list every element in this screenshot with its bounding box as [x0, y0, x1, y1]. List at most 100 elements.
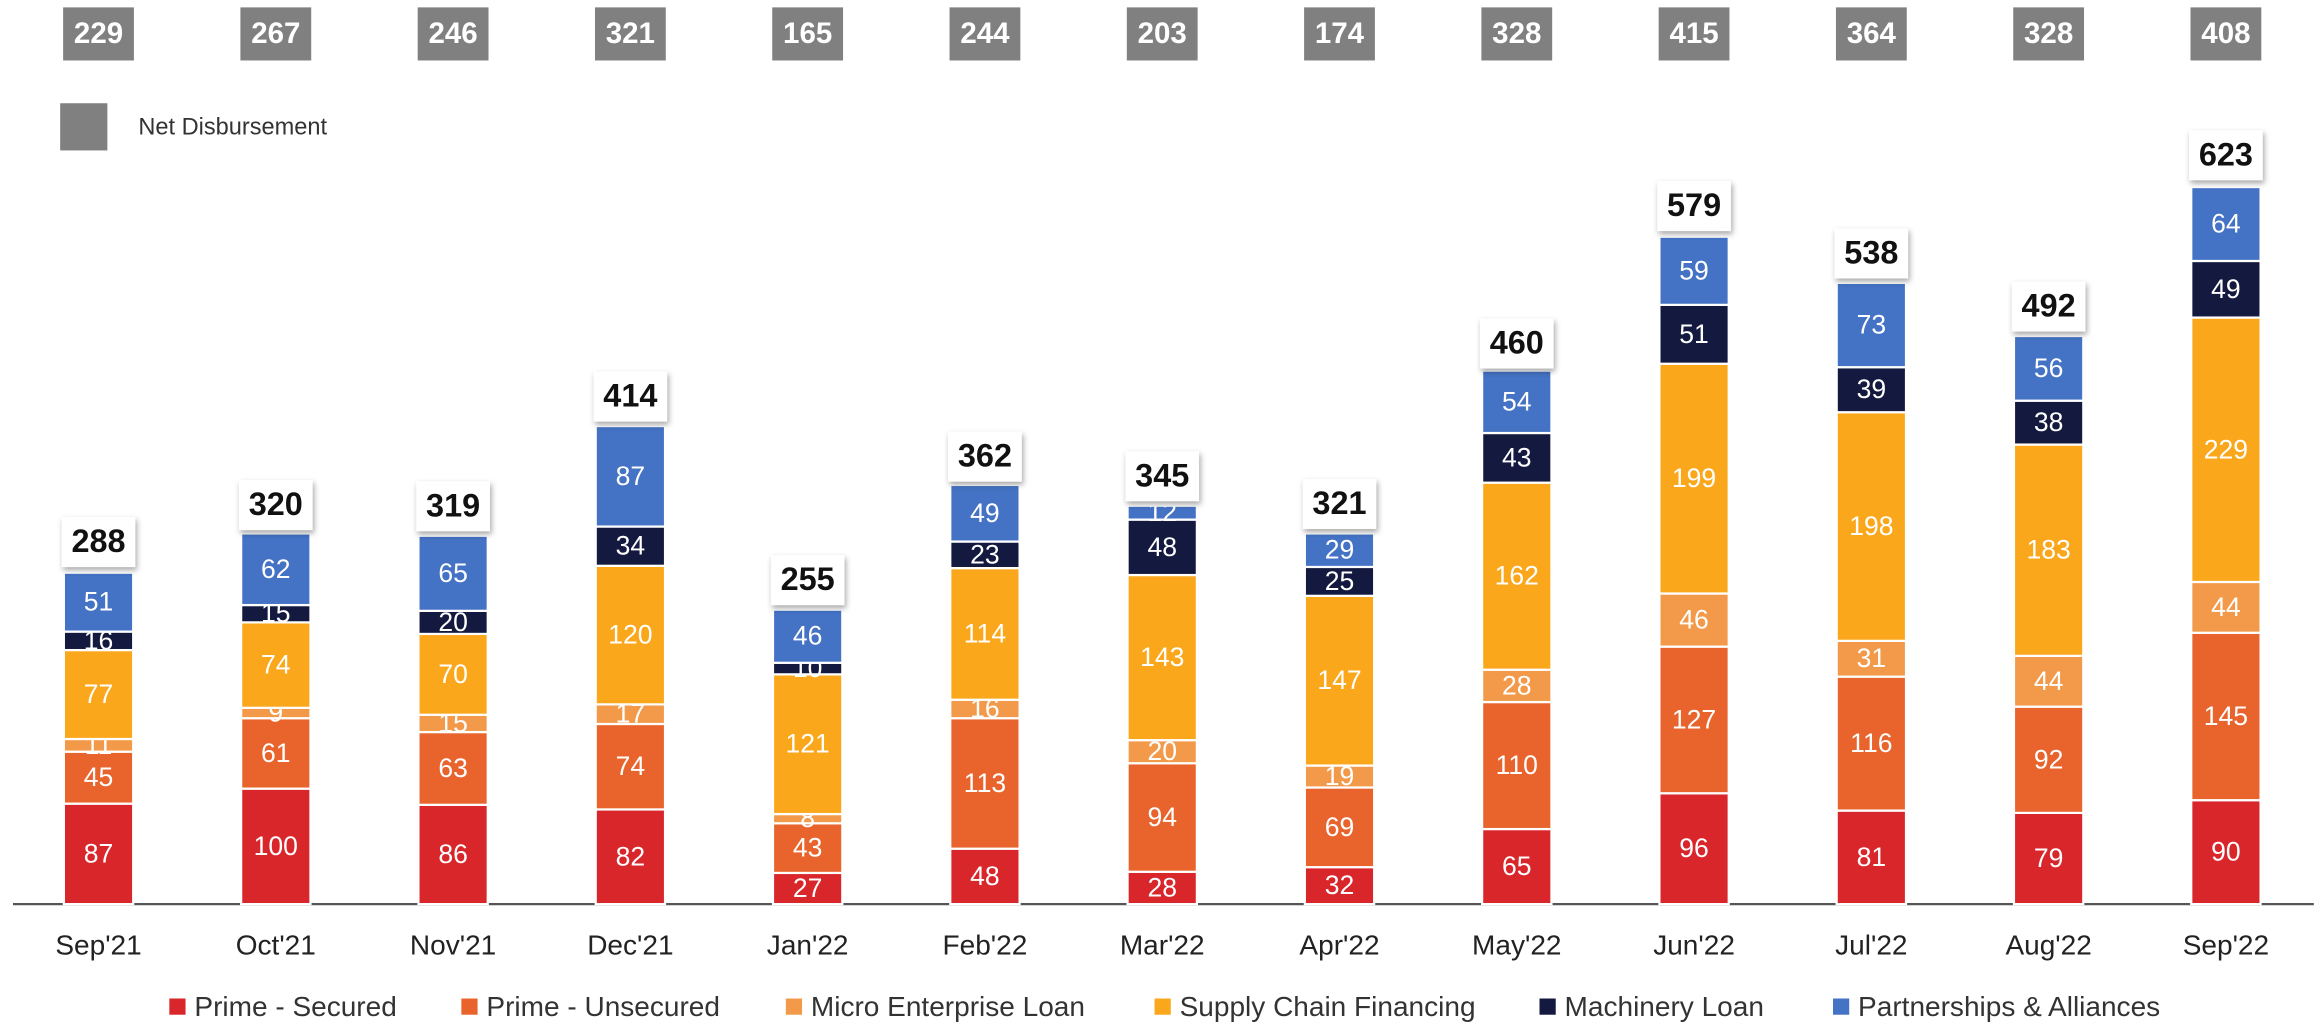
bar-segment	[594, 722, 667, 811]
total-box	[2011, 281, 2086, 332]
segment-label: 62	[261, 554, 291, 584]
bar-segment	[62, 648, 135, 741]
total-box	[770, 555, 845, 606]
bar-segment	[62, 802, 135, 906]
segment-label: 94	[1147, 802, 1177, 832]
segment-label: 44	[2034, 666, 2064, 696]
total-label: 319	[426, 487, 480, 523]
bar-segment	[1303, 532, 1376, 569]
bar-segment	[1126, 504, 1198, 521]
total-box	[238, 480, 313, 531]
segment-label: 34	[616, 531, 646, 561]
bar-segment	[1303, 866, 1376, 906]
total-box	[1302, 478, 1377, 530]
bar-segment	[1835, 281, 1908, 369]
net-box	[2013, 7, 2085, 61]
net-label: 415	[1669, 17, 1718, 50]
segment-label: 61	[261, 738, 291, 768]
segment-label: 49	[970, 498, 1000, 528]
x-tick-label: Jan'22	[767, 929, 849, 960]
segment-label: 143	[1140, 642, 1184, 672]
net-box	[1304, 7, 1375, 61]
segment-label: 87	[84, 838, 114, 868]
bar-segment	[2012, 334, 2085, 402]
net-box	[1835, 7, 1907, 61]
net-box	[63, 7, 134, 61]
legend-swatch	[461, 998, 478, 1015]
segment-label: 27	[793, 873, 823, 903]
legend-swatch	[60, 103, 108, 151]
segment-label: 96	[1679, 833, 1709, 863]
bar-segment	[2190, 799, 2262, 906]
segment-label: 39	[1857, 374, 1887, 404]
bar-segment	[594, 525, 667, 567]
segment-label: 56	[2034, 353, 2064, 383]
x-tick-label: May'22	[1472, 929, 1561, 960]
legend-swatch	[1539, 998, 1556, 1015]
segment-label: 45	[84, 762, 114, 792]
bar-segment	[1126, 573, 1198, 742]
segment-label: 43	[793, 833, 823, 863]
net-box	[2190, 7, 2262, 61]
bar-segment	[949, 483, 1021, 543]
legend-swatch	[1833, 998, 1850, 1015]
legend-swatch	[1154, 998, 1171, 1015]
segment-label: 65	[1502, 851, 1532, 881]
segment-label: 162	[1495, 561, 1539, 591]
total-box	[416, 481, 490, 532]
net-label: 364	[1847, 17, 1897, 50]
segment-label: 110	[1496, 750, 1538, 780]
net-box	[240, 7, 312, 61]
net-box	[594, 7, 666, 61]
bar-segment	[2012, 654, 2085, 708]
segment-label: 28	[1147, 872, 1177, 902]
segment-label: 74	[616, 751, 646, 781]
x-tick-label: Sep'22	[2183, 929, 2269, 960]
segment-label: 59	[1679, 255, 1709, 285]
total-box	[61, 517, 136, 568]
x-tick-label: Apr'22	[1299, 929, 1379, 960]
bar-segment	[1835, 809, 1908, 906]
segment-label: 90	[2211, 837, 2241, 867]
net-label: 244	[960, 17, 1010, 50]
segment-label: 69	[1325, 812, 1355, 842]
segment-label: 29	[1325, 535, 1355, 565]
legend-label: Prime - Unsecured	[486, 991, 720, 1022]
bar-segment	[949, 567, 1021, 701]
segment-label: 79	[2034, 843, 2064, 873]
segment-label: 63	[438, 753, 468, 783]
segment-label: 116	[1850, 728, 1892, 758]
segment-label: 32	[1325, 870, 1355, 900]
net-box	[949, 7, 1021, 61]
segment-label: 70	[438, 659, 468, 689]
legend-swatch	[169, 998, 186, 1015]
legend-label: Partnerships & Alliances	[1858, 991, 2160, 1022]
x-tick-label: Jun'22	[1653, 929, 1735, 960]
bar-segment	[2012, 399, 2085, 446]
segment-label: 121	[786, 729, 830, 759]
segment-label: 120	[608, 620, 652, 650]
segment-label: 12	[1147, 497, 1177, 527]
segment-label: 48	[1147, 532, 1177, 562]
segment-label: 54	[1502, 386, 1532, 416]
x-tick-label: Nov'21	[410, 929, 496, 960]
total-label: 460	[1490, 325, 1544, 361]
net-label: 408	[2201, 17, 2250, 50]
net-box	[772, 7, 844, 61]
legend-label: Prime - Secured	[194, 991, 396, 1022]
total-box	[2189, 130, 2263, 181]
segment-label: 86	[438, 839, 468, 869]
net-label: 174	[1315, 17, 1365, 50]
segment-label: 43	[1502, 442, 1532, 472]
total-label: 492	[2022, 288, 2076, 324]
segment-label: 81	[1857, 842, 1887, 872]
segment-label: 25	[1325, 566, 1355, 596]
segment-label: 183	[2026, 535, 2070, 565]
net-box	[417, 7, 489, 61]
net-label: 328	[2024, 17, 2073, 50]
segment-label: 198	[1849, 511, 1893, 541]
x-tick-label: Oct'21	[236, 929, 316, 960]
bar-segment	[1835, 639, 1908, 678]
x-tick-label: Dec'21	[587, 929, 673, 960]
total-label: 414	[603, 378, 657, 414]
